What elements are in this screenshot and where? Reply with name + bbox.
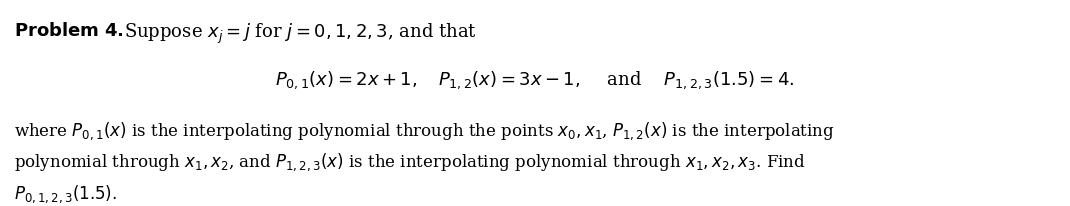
Text: $P_{0,1}(x) = 2x + 1, \quad P_{1,2}(x) = 3x - 1, \quad$ and $\quad P_{1,2,3}(1.5: $P_{0,1}(x) = 2x + 1, \quad P_{1,2}(x) =… <box>275 70 794 91</box>
Text: $\mathbf{Problem\ 4.}$: $\mathbf{Problem\ 4.}$ <box>14 22 124 40</box>
Text: where $P_{0,1}(x)$ is the interpolating polynomial through the points $x_0, x_1$: where $P_{0,1}(x)$ is the interpolating … <box>14 121 835 142</box>
Text: Suppose $x_j = j$ for $j = 0, 1, 2, 3$, and that: Suppose $x_j = j$ for $j = 0, 1, 2, 3$, … <box>124 22 477 46</box>
Text: polynomial through $x_1, x_2$, and $P_{1,2,3}(x)$ is the interpolating polynomia: polynomial through $x_1, x_2$, and $P_{1… <box>14 151 806 173</box>
Text: $P_{0,1,2,3}(1.5)$.: $P_{0,1,2,3}(1.5)$. <box>14 184 118 205</box>
